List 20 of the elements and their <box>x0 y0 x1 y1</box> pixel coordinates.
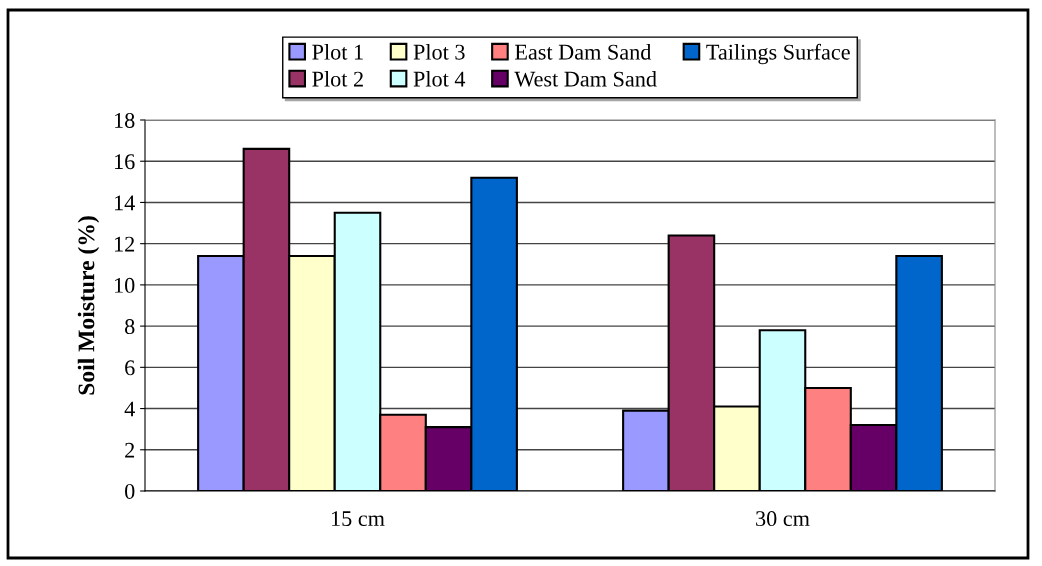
legend-label: Plot 2 <box>312 70 363 87</box>
legend-label: Plot 3 <box>413 44 465 60</box>
x-tick-label: 15 cm <box>331 511 385 527</box>
y-axis-title: Soil Moisture (%) <box>77 216 100 395</box>
y-tick-label: 4 <box>124 401 135 417</box>
y-tick-label: 6 <box>125 360 135 376</box>
y-tick-label: 0 <box>125 483 135 499</box>
x-tick-label: 30 cm <box>756 511 810 527</box>
legend-label: Plot 1 <box>312 44 363 60</box>
y-tick-label: 16 <box>115 154 135 170</box>
legend-label: Plot 4 <box>413 70 466 87</box>
legend-label: Tailings Surface <box>706 43 850 65</box>
y-tick-label: 2 <box>125 442 135 458</box>
y-tick-label: 18 <box>115 112 135 128</box>
legend-label: West Dam Sand <box>514 70 657 87</box>
y-tick-label: 10 <box>115 277 135 293</box>
y-tick-label: 14 <box>115 195 135 211</box>
y-tick-label: 12 <box>115 236 135 252</box>
legend-label: East Dam Sand <box>515 44 652 60</box>
y-tick-label: 8 <box>125 319 135 335</box>
